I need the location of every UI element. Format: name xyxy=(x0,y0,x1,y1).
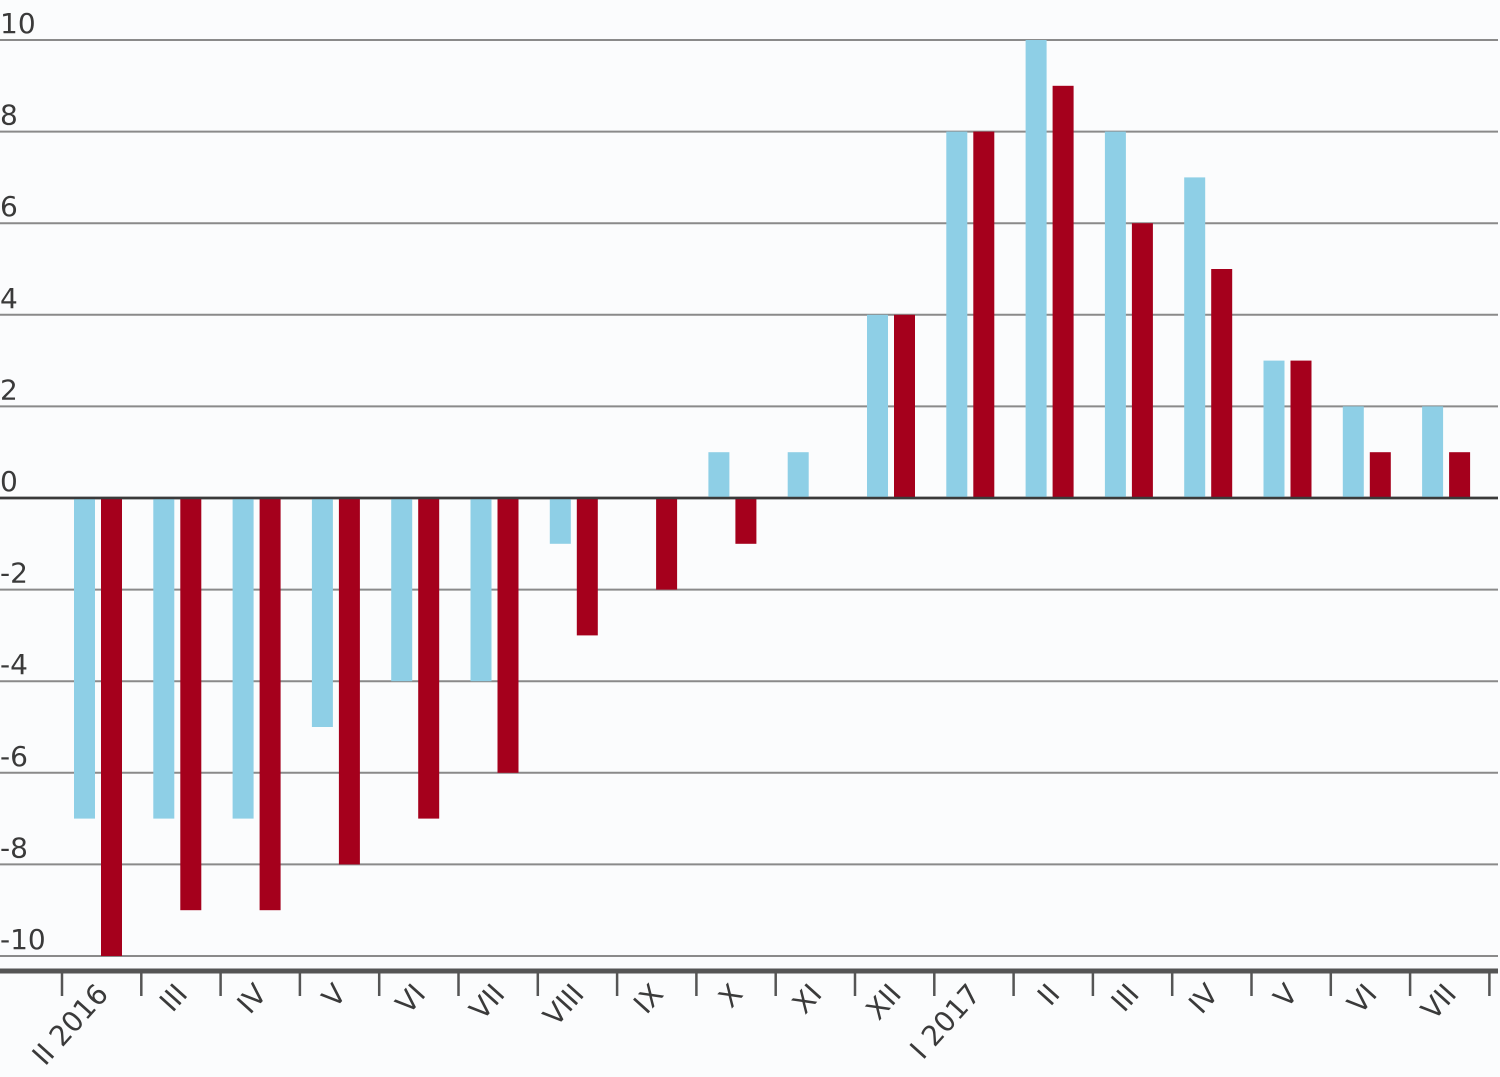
y-tick-label: 2 xyxy=(0,373,18,406)
bar-series-1-15 xyxy=(1263,360,1285,498)
bar-series-2-0 xyxy=(101,498,122,956)
bar-series-1-9 xyxy=(787,452,809,498)
x-tick-label: VI xyxy=(389,978,432,1020)
x-tick-label: II 2016 xyxy=(26,978,115,1072)
bar-series-1-0 xyxy=(74,498,95,819)
bar-series-1-16 xyxy=(1342,406,1364,498)
bar-series-1-14 xyxy=(1184,177,1206,498)
y-tick-label: -8 xyxy=(0,831,28,864)
y-tick-label: 4 xyxy=(0,282,18,315)
x-tick-label: VII xyxy=(463,978,511,1027)
bar-series-1-1 xyxy=(153,498,175,819)
y-tick-label: 10 xyxy=(0,7,36,40)
bar-series-1-2 xyxy=(232,498,254,819)
y-tick-label: -6 xyxy=(0,740,28,773)
x-tick-label: I 2017 xyxy=(903,978,987,1066)
bar-series-1-13 xyxy=(1104,131,1126,498)
x-tick-label: VIII xyxy=(537,978,591,1033)
axis-layer xyxy=(0,496,1498,996)
bar-series-1-10 xyxy=(867,314,888,498)
y-tick-label: -4 xyxy=(0,648,28,681)
bar-series-2-16 xyxy=(1369,452,1391,498)
x-tick-label: VII xyxy=(1415,978,1463,1027)
bar-series-1-8 xyxy=(708,452,730,498)
bar-series-2-12 xyxy=(1052,85,1074,499)
bar-series-2-6 xyxy=(576,498,598,636)
x-tick-label: II xyxy=(1031,978,1067,1012)
bar-series-1-6 xyxy=(549,498,571,544)
y-axis-tick-labels: 10 8 6 4 2 0 -2 -4 -6 -8 -10 xyxy=(0,7,46,956)
x-tick-label: IV xyxy=(231,978,274,1020)
y-tick-label: 8 xyxy=(0,99,18,132)
bar-series-1-4 xyxy=(391,498,413,682)
bar-series-1-17 xyxy=(1422,406,1444,498)
bar-series-2-2 xyxy=(259,498,281,911)
bar-series-1-3 xyxy=(311,498,333,727)
x-tick-label: X xyxy=(712,978,749,1014)
bar-series-1-5 xyxy=(470,498,492,682)
bar-series-2-3 xyxy=(338,498,360,865)
bar-series-1-11 xyxy=(946,131,968,498)
bar-series-2-11 xyxy=(973,131,995,498)
y-tick-label: -2 xyxy=(0,557,28,590)
y-tick-label: -10 xyxy=(0,923,46,956)
y-tick-label: 6 xyxy=(0,190,18,223)
bar-series-2-14 xyxy=(1211,269,1233,498)
bar-series-2-7 xyxy=(656,498,678,590)
bar-series-2-15 xyxy=(1290,360,1312,498)
x-tick-label: III xyxy=(1105,978,1146,1018)
bar-series-2-1 xyxy=(180,498,202,911)
y-tick-label: 0 xyxy=(0,465,18,498)
bar-series-2-13 xyxy=(1131,223,1153,498)
x-tick-label: VI xyxy=(1341,978,1384,1020)
bar-series-2-10 xyxy=(894,314,915,498)
x-tick-label: IV xyxy=(1182,978,1225,1020)
bar-series-2-17 xyxy=(1449,452,1471,498)
x-tick-label: XI xyxy=(786,978,829,1020)
bar-series-2-8 xyxy=(735,498,757,544)
x-tick-label: III xyxy=(153,978,194,1018)
bar-series-1-12 xyxy=(1025,40,1047,498)
x-tick-label: IX xyxy=(627,978,670,1020)
x-tick-label: V xyxy=(315,978,352,1014)
bar-series-2-5 xyxy=(497,498,519,773)
x-tick-label: XII xyxy=(859,978,907,1027)
bar-series-2-4 xyxy=(418,498,440,819)
bars-layer xyxy=(74,40,1471,956)
x-tick-label: V xyxy=(1267,978,1304,1014)
